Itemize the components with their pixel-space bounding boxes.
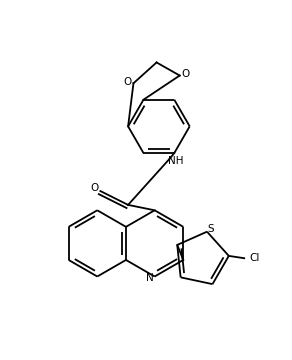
Text: S: S bbox=[208, 224, 214, 234]
Text: O: O bbox=[123, 77, 131, 87]
Text: Cl: Cl bbox=[249, 253, 259, 263]
Text: NH: NH bbox=[168, 156, 184, 166]
Text: O: O bbox=[90, 183, 98, 193]
Text: N: N bbox=[146, 273, 154, 283]
Text: O: O bbox=[182, 69, 190, 79]
